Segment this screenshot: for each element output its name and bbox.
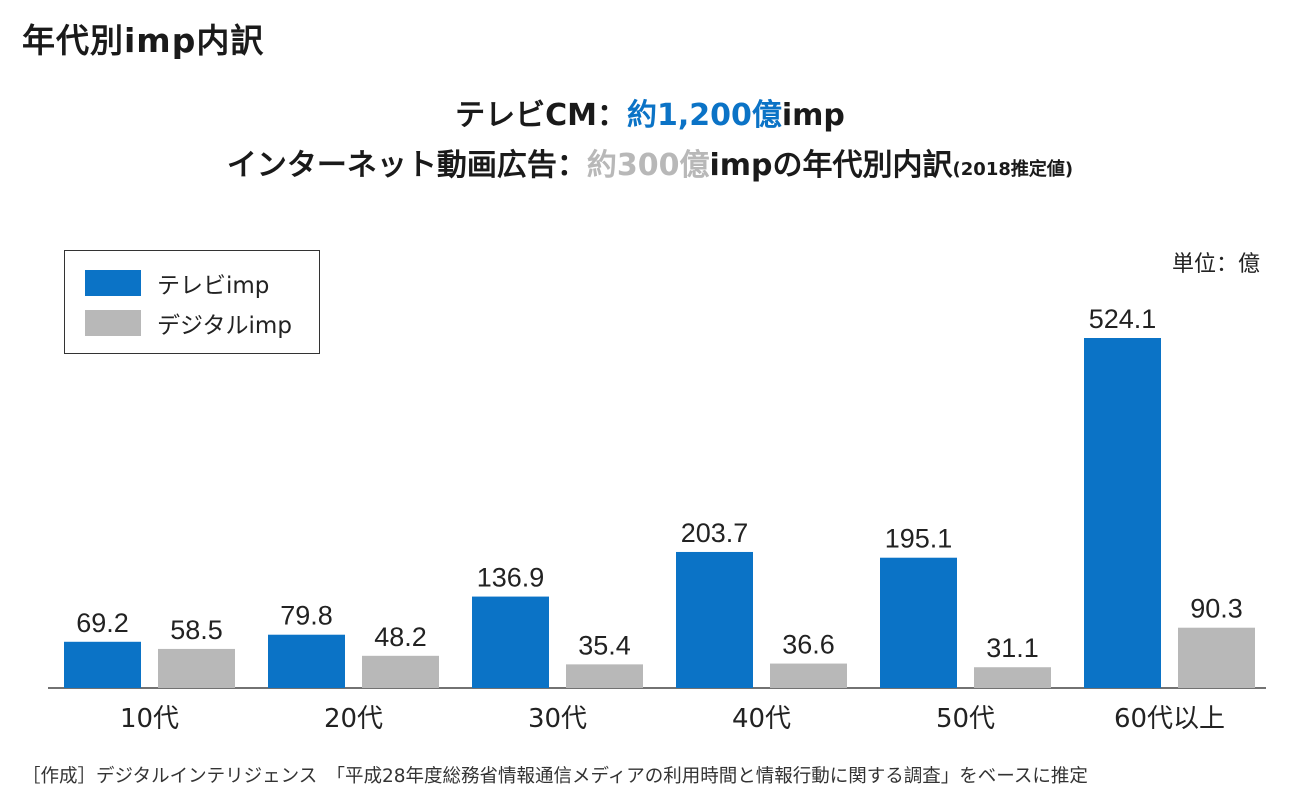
- page-title: 年代別imp内訳: [22, 21, 265, 60]
- legend-item-digital: デジタルimp: [85, 309, 292, 339]
- bar-value-tv-0: 69.2: [76, 608, 129, 638]
- bar-tv-5: [1084, 338, 1161, 688]
- legend-swatch-tv: [85, 270, 141, 296]
- bar-tv-4: [880, 557, 957, 688]
- bar-tv-3: [676, 551, 753, 688]
- bar-value-tv-1: 79.8: [280, 601, 333, 631]
- bar-digital-4: [974, 667, 1051, 688]
- unit-label: 単位：億: [1171, 252, 1260, 277]
- subtitle-tv-amount: 約1,200億: [626, 98, 782, 133]
- bar-value-tv-5: 524.1: [1089, 304, 1157, 334]
- subtitle-digital: インターネット動画広告：約300億impの年代別内訳(2018推定値): [0, 140, 1300, 184]
- subtitle-digital-prefix: インターネット動画広告：: [226, 148, 587, 183]
- subtitle-digital-amount: 約300億: [586, 148, 710, 183]
- bar-value-tv-2: 136.9: [477, 563, 545, 593]
- bar-value-digital-0: 58.5: [170, 615, 223, 645]
- source-note: ［作成］デジタルインテリジェンス 「平成28年度総務省情報通信メディアの利用時間…: [22, 766, 1088, 787]
- subtitle-tv-prefix: テレビCM：: [455, 98, 627, 133]
- bar-value-digital-5: 90.3: [1190, 594, 1243, 624]
- subtitle-tv-suffix: imp: [781, 98, 845, 133]
- bar-digital-0: [158, 648, 235, 688]
- x-tick-label-5: 60代以上: [1114, 704, 1225, 734]
- chart-legend: テレビimp デジタルimp: [64, 250, 320, 354]
- x-tick-label-1: 20代: [324, 704, 383, 734]
- bar-digital-1: [362, 655, 439, 688]
- legend-item-tv: テレビimp: [85, 269, 270, 299]
- bar-digital-2: [566, 664, 643, 688]
- bar-value-tv-4: 195.1: [885, 524, 953, 554]
- x-tick-label-2: 30代: [528, 704, 587, 734]
- subtitle-digital-note: (2018推定値): [952, 159, 1074, 180]
- bar-value-tv-3: 203.7: [681, 518, 749, 548]
- bar-value-digital-1: 48.2: [374, 622, 427, 652]
- x-tick-label-4: 50代: [936, 704, 995, 734]
- legend-label-digital: デジタルimp: [157, 313, 292, 339]
- bar-value-digital-3: 36.6: [782, 630, 835, 660]
- legend-swatch-digital: [85, 310, 141, 336]
- bar-tv-0: [64, 641, 141, 688]
- subtitle-tv: テレビCM：約1,200億imp: [0, 90, 1300, 134]
- x-tick-label-0: 10代: [120, 704, 179, 734]
- subtitle-digital-suffix: impの年代別内訳: [709, 148, 953, 183]
- bar-tv-2: [472, 596, 549, 688]
- bar-tv-1: [268, 634, 345, 688]
- legend-label-tv: テレビimp: [157, 273, 270, 299]
- bar-digital-5: [1178, 627, 1255, 688]
- bar-value-digital-2: 35.4: [578, 630, 631, 660]
- bar-value-digital-4: 31.1: [986, 633, 1039, 663]
- x-tick-label-3: 40代: [732, 704, 791, 734]
- bar-digital-3: [770, 663, 847, 688]
